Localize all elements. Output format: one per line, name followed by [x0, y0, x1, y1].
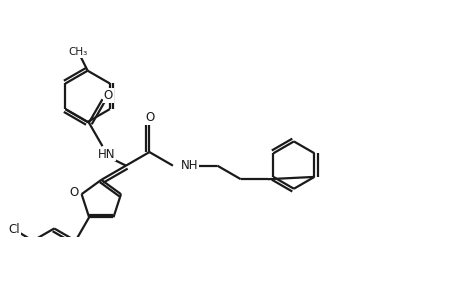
Text: O: O: [69, 186, 78, 199]
Text: O: O: [104, 89, 113, 102]
Text: NH: NH: [181, 159, 198, 172]
Text: O: O: [146, 111, 155, 124]
Text: CH₃: CH₃: [68, 47, 88, 57]
Text: HN: HN: [97, 148, 115, 161]
Text: Cl: Cl: [8, 223, 20, 236]
